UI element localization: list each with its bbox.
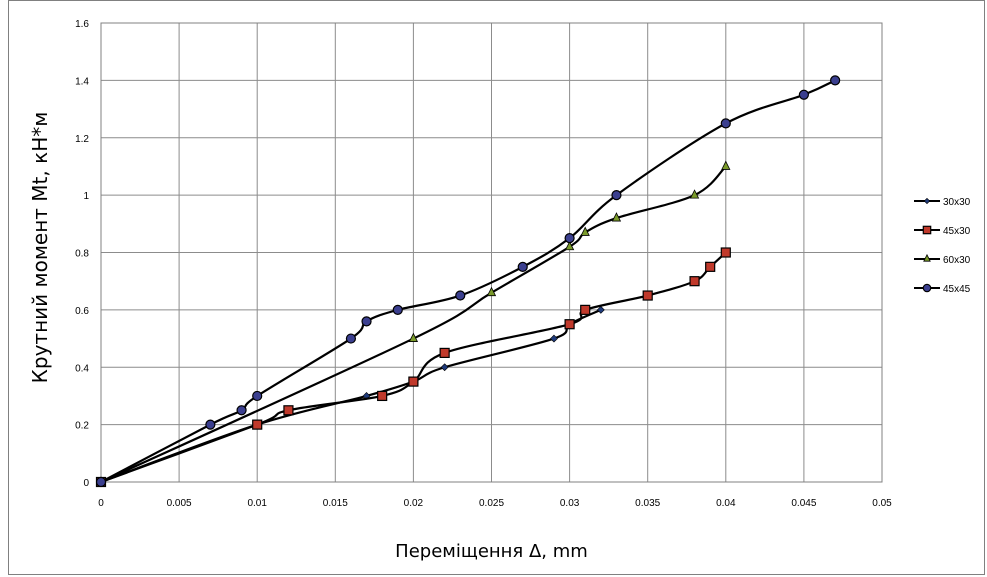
y-tick-label: 0.8: [75, 249, 89, 260]
legend-item-60x30: 60x30: [914, 253, 971, 266]
legend-item-30x30: 30x30: [914, 197, 971, 208]
data-point: [564, 240, 575, 251]
gridlines: [100, 22, 883, 483]
y-tick-label: 0.6: [75, 306, 89, 317]
data-point: [236, 405, 247, 416]
series-45x45: [95, 75, 841, 488]
data-point: [252, 419, 263, 430]
data-point: [377, 390, 388, 402]
x-tick-label: 0.025: [479, 498, 504, 509]
data-point: [564, 233, 575, 244]
data-point: [486, 286, 497, 297]
legend-item-45x30: 45x30: [914, 225, 971, 237]
data-series: [95, 75, 841, 488]
data-point: [345, 333, 357, 344]
series-line: [100, 165, 727, 483]
data-point: [923, 197, 931, 205]
y-tick-label: 0.2: [75, 421, 89, 432]
legend: 30x30 45x30 60x30 45x45: [914, 197, 971, 295]
data-point: [408, 332, 419, 342]
data-point: [596, 305, 605, 314]
series-60x30: [96, 160, 731, 486]
y-tick-label: 1.6: [75, 19, 89, 30]
data-point: [361, 316, 372, 327]
data-point: [95, 476, 107, 488]
chart-frame: 0 0.005 0.01 0.015 0.02 0.025 0.03 0.035 0.04 0.0…: [8, 0, 985, 575]
data-point: [455, 290, 466, 301]
x-tick-label: 0.04: [716, 498, 736, 509]
legend-label: 45x45: [943, 284, 971, 295]
data-point: [611, 212, 622, 222]
data-point: [798, 89, 810, 100]
x-tick-label: 0.03: [560, 498, 580, 509]
x-tick-label: 0.035: [635, 498, 660, 509]
data-point: [611, 190, 622, 201]
data-point: [408, 376, 419, 387]
y-axis-ticks: 0 0.2 0.4 0.6 0.8 1 1.2 1.4 1.6: [75, 19, 89, 489]
data-point: [689, 276, 700, 287]
x-tick-label: 0.05: [872, 498, 892, 509]
legend-label: 30x30: [943, 197, 971, 208]
data-point: [550, 334, 558, 343]
data-point: [392, 304, 403, 315]
data-point: [439, 347, 450, 359]
data-point: [252, 390, 263, 402]
y-tick-label: 1.4: [75, 76, 89, 87]
data-point: [642, 290, 653, 301]
x-axis-ticks: 0 0.005 0.01 0.015 0.02 0.025 0.03 0.035 0.04 0.0…: [98, 498, 892, 509]
x-tick-label: 0.015: [323, 498, 348, 509]
y-tick-label: 1.2: [75, 134, 89, 145]
data-point: [205, 419, 216, 430]
y-tick-label: 0.4: [75, 363, 89, 374]
line-chart: 0 0.005 0.01 0.015 0.02 0.025 0.03 0.035 0.04 0.0…: [28, 19, 971, 562]
data-point: [720, 247, 731, 258]
legend-item-45x45: 45x45: [914, 283, 971, 295]
data-point: [720, 118, 731, 129]
plot-area-border: [100, 22, 883, 483]
data-point: [923, 253, 931, 262]
legend-label: 60x30: [943, 255, 971, 266]
data-point: [830, 75, 841, 86]
x-axis-label: Переміщення Δ, mm: [395, 541, 588, 562]
x-tick-label: 0.02: [404, 498, 424, 509]
data-point: [283, 405, 294, 416]
y-axis-label: Крутний момент Mt, кН*м: [28, 112, 52, 384]
x-tick-label: 0.01: [247, 498, 267, 509]
data-point: [721, 160, 731, 170]
data-point: [440, 363, 449, 372]
y-tick-label: 0: [83, 478, 89, 489]
data-point: [580, 304, 591, 315]
data-point: [705, 261, 716, 272]
data-point: [689, 189, 700, 199]
y-tick-label: 1: [83, 191, 89, 202]
data-point: [922, 225, 932, 235]
x-tick-label: 0: [98, 498, 104, 509]
data-point: [580, 226, 590, 236]
x-tick-label: 0.045: [791, 498, 816, 509]
data-point: [564, 319, 575, 330]
data-point: [922, 283, 932, 293]
x-tick-label: 0.005: [167, 498, 192, 509]
data-point: [517, 261, 528, 272]
legend-label: 45x30: [943, 226, 971, 237]
